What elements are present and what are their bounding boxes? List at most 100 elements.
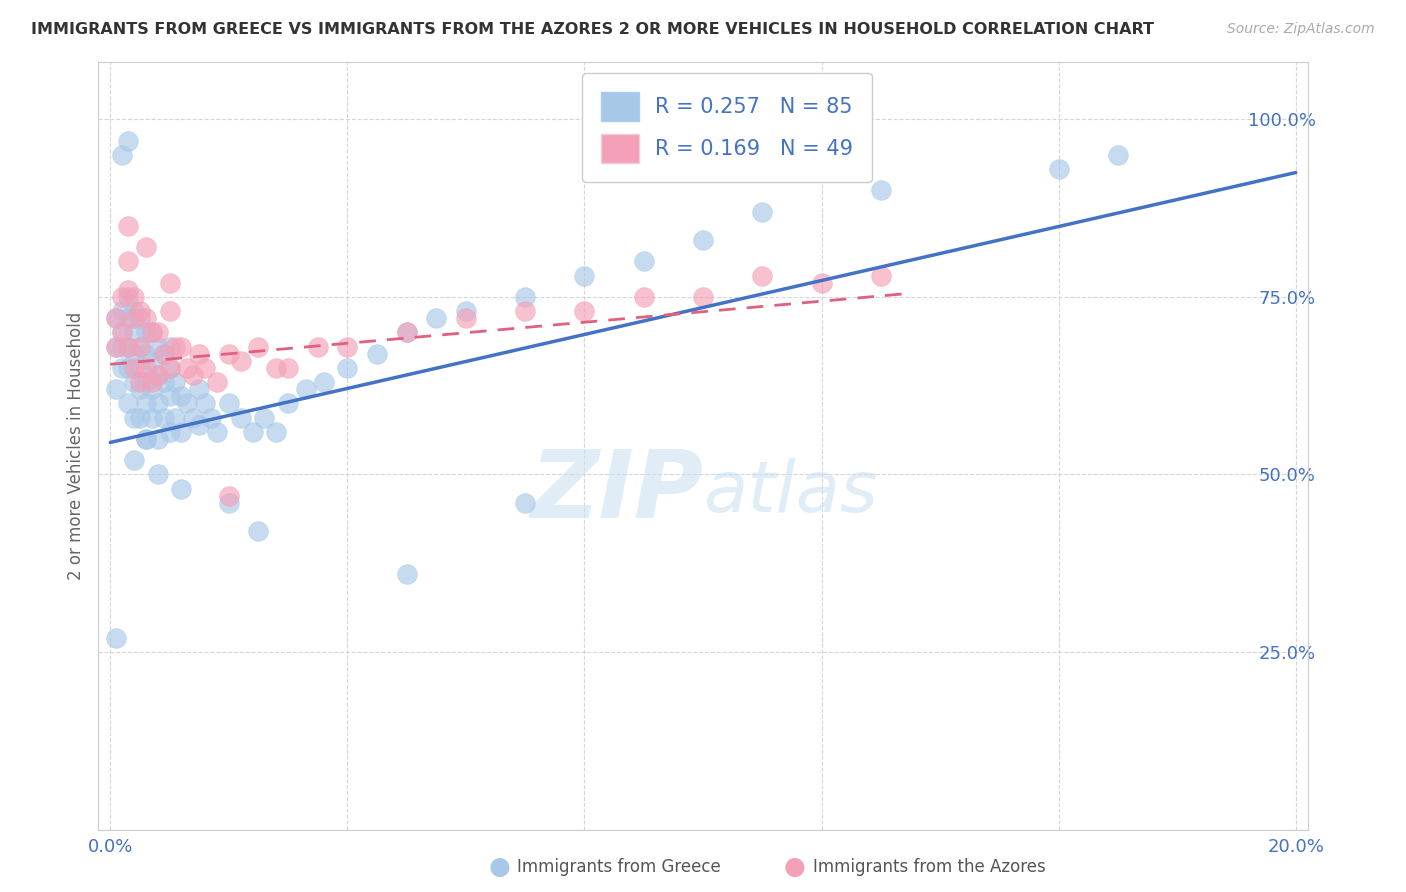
Point bbox=[218, 489, 240, 503]
Point bbox=[312, 375, 335, 389]
Point bbox=[515, 304, 537, 318]
Point bbox=[129, 360, 152, 375]
Point bbox=[122, 326, 145, 340]
Text: ●: ● bbox=[783, 855, 806, 879]
Legend: R = 0.257   N = 85, R = 0.169   N = 49: R = 0.257 N = 85, R = 0.169 N = 49 bbox=[582, 73, 872, 182]
Point bbox=[122, 360, 145, 375]
Text: ZIP: ZIP bbox=[530, 446, 703, 538]
Text: ●: ● bbox=[488, 855, 510, 879]
Point bbox=[105, 631, 128, 645]
Point bbox=[135, 326, 157, 340]
Point bbox=[105, 340, 128, 354]
Point bbox=[111, 326, 134, 340]
Point bbox=[152, 346, 174, 360]
Point bbox=[135, 240, 157, 254]
Point bbox=[129, 304, 152, 318]
Point bbox=[129, 340, 152, 354]
Point bbox=[869, 268, 891, 283]
Point bbox=[141, 326, 163, 340]
Point bbox=[146, 396, 169, 410]
Point bbox=[135, 432, 157, 446]
Point bbox=[170, 389, 193, 403]
Text: atlas: atlas bbox=[703, 458, 877, 526]
Point bbox=[170, 340, 193, 354]
Point bbox=[135, 396, 157, 410]
Point bbox=[264, 425, 287, 439]
Point bbox=[117, 254, 139, 268]
Point bbox=[117, 396, 139, 410]
Point bbox=[454, 311, 477, 326]
Point bbox=[176, 396, 198, 410]
Point bbox=[366, 346, 388, 360]
Point bbox=[307, 340, 329, 354]
Point bbox=[129, 382, 152, 396]
Point bbox=[122, 290, 145, 304]
Point bbox=[277, 360, 299, 375]
Point bbox=[205, 375, 228, 389]
Point bbox=[141, 326, 163, 340]
Point bbox=[395, 326, 418, 340]
Point bbox=[194, 360, 217, 375]
Point bbox=[247, 340, 270, 354]
Point bbox=[111, 290, 134, 304]
Point bbox=[205, 425, 228, 439]
Point bbox=[117, 283, 139, 297]
Point bbox=[129, 410, 152, 425]
Point bbox=[122, 375, 145, 389]
Point bbox=[200, 410, 222, 425]
Point bbox=[692, 233, 714, 247]
Point bbox=[159, 389, 181, 403]
Point bbox=[152, 375, 174, 389]
Point bbox=[277, 396, 299, 410]
Point bbox=[129, 375, 152, 389]
Point bbox=[692, 290, 714, 304]
Point bbox=[1047, 161, 1070, 176]
Point bbox=[135, 432, 157, 446]
Point bbox=[218, 396, 240, 410]
Point bbox=[425, 311, 447, 326]
Point bbox=[135, 360, 157, 375]
Point bbox=[751, 204, 773, 219]
Point bbox=[117, 290, 139, 304]
Point bbox=[395, 566, 418, 581]
Point bbox=[218, 346, 240, 360]
Point bbox=[129, 340, 152, 354]
Point bbox=[218, 496, 240, 510]
Point bbox=[111, 148, 134, 162]
Point bbox=[135, 346, 157, 360]
Point bbox=[810, 276, 832, 290]
Point bbox=[165, 410, 187, 425]
Point bbox=[574, 304, 596, 318]
Point bbox=[181, 368, 204, 382]
Point bbox=[141, 410, 163, 425]
Point bbox=[454, 304, 477, 318]
Point bbox=[159, 360, 181, 375]
Point bbox=[117, 134, 139, 148]
Point bbox=[105, 311, 128, 326]
Point bbox=[152, 410, 174, 425]
Point bbox=[117, 311, 139, 326]
Point bbox=[141, 353, 163, 368]
Point bbox=[159, 304, 181, 318]
Point bbox=[170, 425, 193, 439]
Point bbox=[188, 382, 211, 396]
Point bbox=[111, 360, 134, 375]
Point bbox=[105, 311, 128, 326]
Point bbox=[105, 340, 128, 354]
Point bbox=[165, 375, 187, 389]
Point bbox=[122, 453, 145, 467]
Point bbox=[194, 396, 217, 410]
Point bbox=[247, 524, 270, 539]
Point bbox=[242, 425, 264, 439]
Point bbox=[188, 417, 211, 432]
Point bbox=[111, 304, 134, 318]
Point bbox=[229, 410, 252, 425]
Point bbox=[515, 496, 537, 510]
Point bbox=[146, 432, 169, 446]
Point bbox=[181, 410, 204, 425]
Point bbox=[633, 290, 655, 304]
Text: Immigrants from Greece: Immigrants from Greece bbox=[517, 858, 721, 876]
Point bbox=[135, 311, 157, 326]
Point bbox=[117, 340, 139, 354]
Text: IMMIGRANTS FROM GREECE VS IMMIGRANTS FROM THE AZORES 2 OR MORE VEHICLES IN HOUSE: IMMIGRANTS FROM GREECE VS IMMIGRANTS FRO… bbox=[31, 22, 1154, 37]
